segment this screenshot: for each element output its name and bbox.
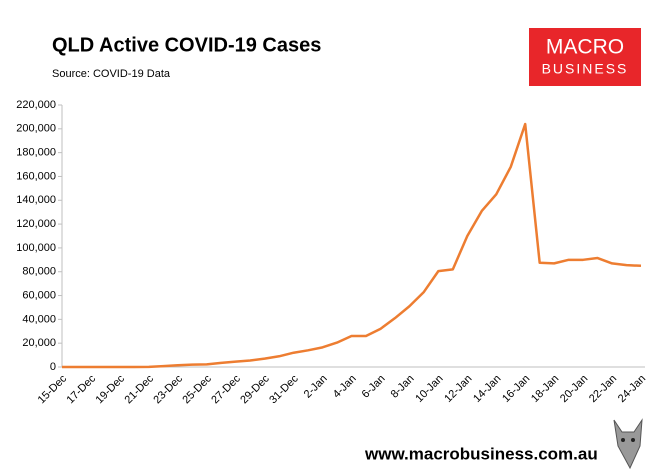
x-tick-label: 14-Jan: [471, 373, 503, 405]
y-tick-label: 120,000: [16, 218, 56, 230]
y-tick-label: 160,000: [16, 170, 56, 182]
x-tick-label: 27-Dec: [209, 372, 243, 406]
x-tick-label: 19-Dec: [94, 372, 128, 406]
x-tick-label: 12-Jan: [442, 373, 474, 405]
x-tick-label: 17-Dec: [65, 372, 99, 406]
x-tick-label: 29-Dec: [238, 372, 272, 406]
x-tick-label: 23-Dec: [151, 372, 185, 406]
y-tick-label: 40,000: [22, 313, 56, 325]
x-tick-label: 22-Jan: [587, 373, 619, 405]
y-tick-label: 100,000: [16, 242, 56, 254]
x-tick-label: 10-Jan: [413, 373, 445, 405]
x-tick-label: 18-Jan: [529, 373, 561, 405]
y-tick-label: 80,000: [22, 266, 56, 278]
footer-url: www.macrobusiness.com.au: [364, 444, 598, 463]
y-tick-label: 200,000: [16, 123, 56, 135]
y-tick-label: 140,000: [16, 194, 56, 206]
y-tick-label: 220,000: [16, 99, 56, 111]
chart-title: QLD Active COVID-19 Cases: [52, 34, 321, 56]
logo-text: BUSINESS: [542, 61, 629, 77]
x-tick-label: 21-Dec: [122, 372, 156, 406]
x-tick-label: 24-Jan: [616, 373, 648, 405]
y-tick-label: 60,000: [22, 289, 56, 301]
x-tick-label: 16-Jan: [500, 373, 532, 405]
logo-box: [529, 28, 641, 86]
x-tick-label: 25-Dec: [180, 372, 214, 406]
x-tick-label: 4-Jan: [331, 373, 359, 401]
data-line: [62, 122, 642, 369]
x-tick-label: 2-Jan: [302, 373, 330, 401]
x-tick-label: 31-Dec: [267, 372, 301, 406]
wolf-icon: [613, 418, 643, 470]
x-tick-label: 15-Dec: [36, 372, 70, 406]
x-tick-label: 6-Jan: [360, 373, 388, 401]
chart-subtitle: Source: COVID-19 Data: [52, 68, 171, 80]
y-tick-label: 180,000: [16, 147, 56, 159]
logo-text: MACRO: [546, 36, 624, 59]
y-tick-label: 20,000: [22, 337, 56, 349]
x-tick-label: 20-Jan: [558, 373, 590, 405]
y-tick-label: 0: [50, 361, 56, 373]
